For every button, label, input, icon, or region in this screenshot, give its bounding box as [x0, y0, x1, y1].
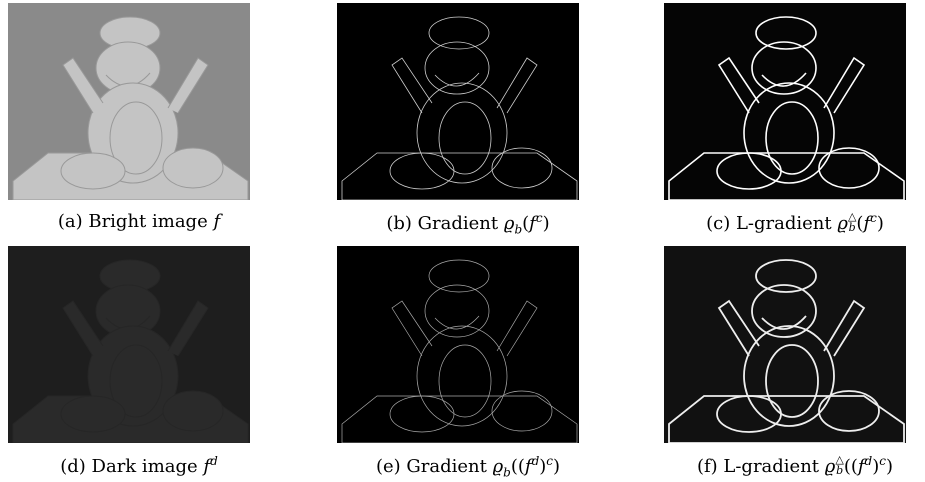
superscript: c — [535, 211, 543, 225]
superscript: △ — [847, 210, 857, 223]
caption-text: ) — [872, 456, 880, 477]
caption: (d) Dark image fd — [0, 454, 290, 477]
math-symbol: f — [524, 456, 532, 477]
image — [8, 246, 250, 443]
caption-text: (( — [843, 456, 858, 477]
panel-e: (e) Gradient ϱb((fd)c) — [337, 246, 599, 482]
caption-text: (d) Dark image — [60, 456, 204, 477]
image-background — [664, 246, 906, 443]
caption-text: ( — [856, 213, 864, 234]
caption-text: (e) Gradient — [375, 456, 493, 477]
panel-c: (c) L-gradient ϱ △ b (fc) — [664, 3, 925, 243]
math-symbol: f — [529, 213, 536, 234]
panel-b: (b) Gradient ϱb(fc) — [337, 3, 599, 243]
math-symbol: f — [857, 456, 865, 477]
superscript: d — [531, 454, 540, 468]
sub-sup: △ b — [848, 211, 856, 233]
superscript: c — [546, 454, 554, 468]
sub-sup: △ b — [835, 454, 843, 476]
caption-text: ( — [522, 213, 530, 234]
caption: (f) L-gradient ϱ △ b ((fd)c) — [644, 454, 925, 477]
image — [337, 246, 579, 443]
subscript: b — [836, 464, 844, 477]
math-symbol: ϱ — [492, 456, 504, 477]
caption-text: ) — [553, 456, 561, 477]
math-symbol: f — [863, 213, 871, 234]
caption-text: ) — [886, 456, 894, 477]
superscript: c — [879, 454, 886, 468]
math-symbol: f — [213, 211, 221, 232]
image — [664, 246, 906, 443]
subscript: b — [503, 465, 511, 480]
caption-text: (( — [510, 456, 525, 477]
image-background — [664, 3, 906, 200]
caption-text: (b) Gradient — [386, 213, 504, 234]
subscript: b — [514, 222, 523, 237]
superscript: d — [864, 454, 873, 468]
caption: (c) L-gradient ϱ △ b (fc) — [644, 211, 925, 234]
caption-text: ) — [539, 456, 547, 477]
superscript: c — [870, 211, 877, 225]
math-symbol: ϱ — [824, 456, 836, 477]
panel-f: (f) L-gradient ϱ △ b ((fd)c) — [664, 246, 925, 482]
math-symbol: ϱ — [503, 213, 515, 234]
caption-text: ) — [876, 213, 884, 234]
math-symbol: ϱ — [837, 213, 848, 234]
subscript: b — [848, 221, 856, 234]
image — [337, 3, 579, 200]
caption-text: (f) L-gradient — [696, 456, 825, 477]
caption-text: ) — [542, 213, 550, 234]
panel-d: (d) Dark image fd — [8, 246, 270, 482]
panel-a: (a) Bright image f — [8, 3, 270, 243]
caption-text: (a) Bright image — [57, 211, 214, 232]
caption: (e) Gradient ϱb((fd)c) — [317, 454, 619, 480]
superscript: d — [210, 454, 218, 468]
caption: (b) Gradient ϱb(fc) — [317, 211, 619, 237]
image-background — [337, 246, 579, 443]
image — [8, 3, 250, 200]
caption-text: (c) L-gradient — [706, 213, 838, 234]
caption: (a) Bright image f — [0, 211, 290, 232]
image — [664, 3, 906, 200]
math-symbol: f — [203, 456, 211, 477]
image-background — [337, 3, 579, 200]
superscript: △ — [835, 453, 844, 466]
